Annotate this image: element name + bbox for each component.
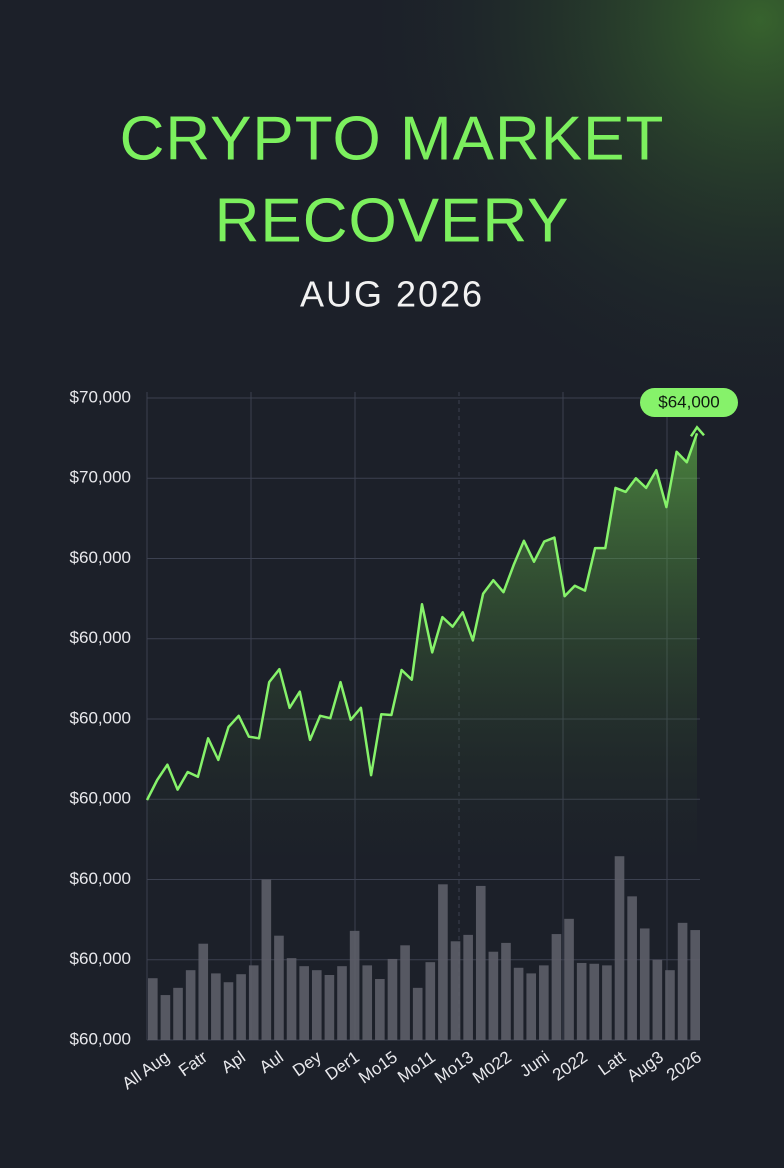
volume-bar xyxy=(665,970,675,1040)
line-area xyxy=(147,433,697,870)
volume-bar xyxy=(311,970,322,1040)
volume-bar xyxy=(589,963,600,1040)
y-tick-label: $60,000 xyxy=(70,869,131,888)
volume-bar xyxy=(349,930,360,1040)
y-tick-label: $70,000 xyxy=(70,468,131,487)
volume-bar xyxy=(539,965,549,1040)
volume-bar xyxy=(173,987,183,1040)
volume-bar xyxy=(387,958,398,1040)
volume-bar xyxy=(526,973,537,1040)
chart-subtitle: AUG 2026 xyxy=(300,274,484,315)
volume-bar xyxy=(211,973,221,1040)
volume-bar xyxy=(274,935,284,1040)
annotation-pill xyxy=(640,388,738,417)
y-tick-label: $60,000 xyxy=(70,548,131,567)
volume-bar xyxy=(602,965,612,1040)
volume-bar xyxy=(412,987,423,1040)
volume-bar xyxy=(375,979,385,1040)
volume-bar xyxy=(236,974,246,1040)
volume-bar xyxy=(324,974,335,1040)
volume-bar xyxy=(513,967,524,1040)
volume-bar xyxy=(337,966,347,1040)
volume-bar xyxy=(148,978,158,1040)
chart-title: CRYPTO MARKET xyxy=(120,104,665,173)
volume-bar xyxy=(677,922,688,1040)
volume-bar xyxy=(564,918,574,1040)
volume-bar xyxy=(652,959,663,1040)
volume-bar xyxy=(185,970,196,1040)
volume-bar xyxy=(438,884,448,1040)
volume-bar xyxy=(576,962,587,1040)
volume-bar xyxy=(160,995,171,1040)
volume-bar xyxy=(627,896,637,1040)
chart-title-line-2: RECOVERY xyxy=(215,186,570,255)
plot: $60,000 $60,000 $60,000 $60,000 $60,000 $60,0… xyxy=(70,387,738,1093)
volume-bar xyxy=(639,928,650,1040)
y-tick-label: $60,000 xyxy=(70,628,131,647)
y-tick-label: $60,000 xyxy=(70,789,131,808)
volume-bar xyxy=(614,856,625,1040)
volume-bar xyxy=(400,945,410,1040)
y-tick-label: $60,000 xyxy=(70,1029,131,1048)
volume-bar xyxy=(488,951,499,1040)
volume-bar xyxy=(450,941,461,1040)
y-tick-label: $70,000 xyxy=(70,387,131,406)
price-line xyxy=(145,432,699,801)
volume-bar xyxy=(551,934,562,1040)
volume-bar xyxy=(463,934,473,1040)
volume-bar xyxy=(299,966,309,1040)
y-tick-label: $60,000 xyxy=(70,708,131,727)
volume-bar xyxy=(362,965,373,1040)
arrow-head xyxy=(689,425,705,438)
volume-bar xyxy=(198,943,209,1040)
y-tick-label: $60,000 xyxy=(70,949,131,968)
annotation-label: $64,000 xyxy=(658,392,719,411)
volume-bar xyxy=(223,982,234,1040)
volume-bar xyxy=(425,962,436,1040)
volume-bar xyxy=(690,930,700,1040)
volume-bar xyxy=(286,958,297,1040)
volume-bar xyxy=(261,879,272,1040)
volume-bar xyxy=(501,942,511,1040)
volume-bar xyxy=(248,965,259,1040)
volume-bar xyxy=(475,885,486,1040)
